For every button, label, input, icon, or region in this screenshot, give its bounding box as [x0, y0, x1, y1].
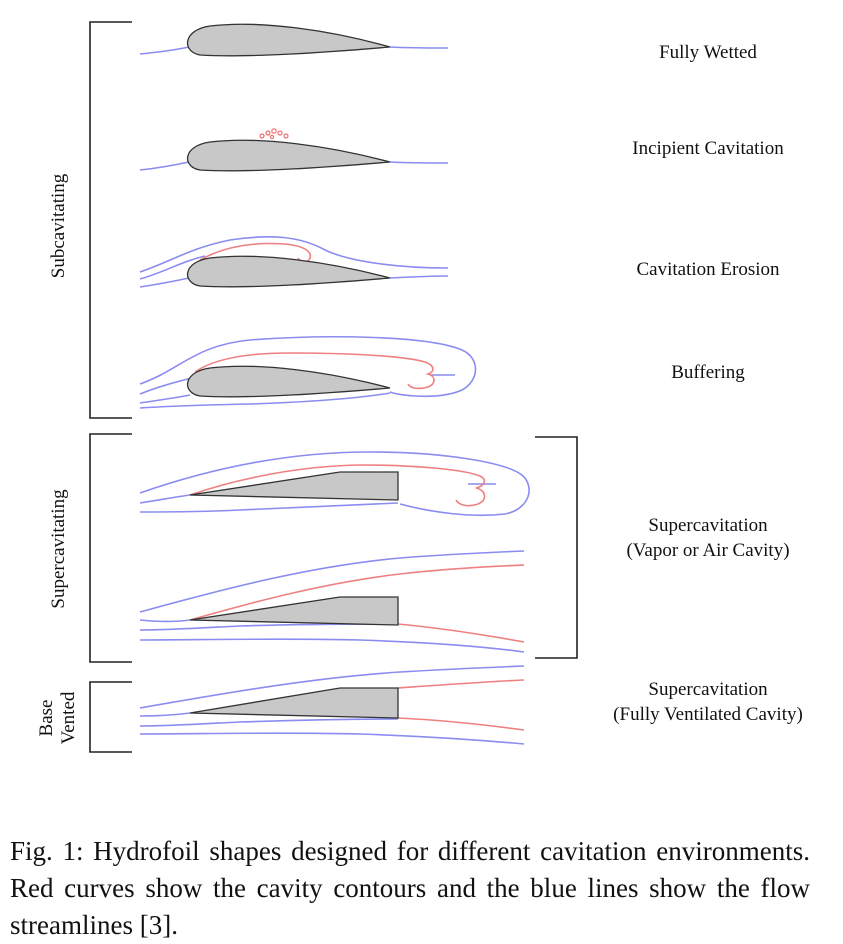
- streamline: [139, 161, 190, 171]
- wedge-hydrofoil: [189, 471, 399, 501]
- streamline: [139, 638, 525, 653]
- figure-caption: Fig. 1: Hydrofoil shapes designed for di…: [10, 836, 810, 940]
- streamline: [139, 236, 449, 273]
- wedge-hydrofoil: [189, 687, 399, 719]
- cavity-contour: [189, 464, 486, 507]
- streamline: [139, 451, 530, 517]
- streamline: [139, 550, 525, 613]
- streamline: [139, 718, 399, 727]
- base-vented-bracket: [89, 681, 132, 753]
- cavity-contour: [194, 352, 435, 390]
- hydrofoil: [186, 139, 391, 172]
- supercavitation-right-bracket: [535, 436, 578, 659]
- cavity-contour: [397, 623, 525, 643]
- buffering-diagram: [139, 336, 477, 409]
- label-incipient-cavitation: Incipient Cavitation: [632, 138, 784, 159]
- subcavitating-bracket: [89, 21, 132, 419]
- incipient-cavitation-diagram: [139, 128, 449, 172]
- base-vented-label-line2: Vented: [58, 691, 79, 744]
- label-cavitation-erosion: Cavitation Erosion: [636, 259, 780, 280]
- streamline: [139, 336, 477, 398]
- cavity-contour: [397, 717, 525, 731]
- label-supercavitation-vapor-1: Supercavitation: [648, 515, 768, 536]
- label-fully-wetted: Fully Wetted: [659, 42, 757, 63]
- streamline: [389, 161, 449, 164]
- base-vented-label-line1: Base: [36, 700, 57, 737]
- streamline: [139, 377, 193, 395]
- streamline: [139, 712, 191, 717]
- streamline: [139, 619, 191, 623]
- streamline: [139, 665, 525, 709]
- streamline: [139, 392, 391, 409]
- streamline: [139, 394, 191, 404]
- cavity-contour: [397, 679, 525, 689]
- supercavitation-ventilated-diagram: [139, 665, 525, 745]
- streamline: [139, 623, 399, 631]
- hydrofoil: [186, 365, 391, 398]
- hydrofoil-diagram: Subcavitating Supercavitating Base Vente…: [36, 21, 803, 753]
- label-supercavitation-vapor-2: (Vapor or Air Cavity): [626, 540, 789, 561]
- streamline: [139, 732, 525, 745]
- supercavitation-closed-diagram: [139, 451, 530, 517]
- streamline: [389, 46, 449, 49]
- label-supercavitation-vent-2: (Fully Ventilated Cavity): [613, 704, 803, 725]
- streamline: [139, 46, 190, 55]
- streamline: [139, 277, 190, 288]
- wedge-hydrofoil: [189, 596, 399, 626]
- hydrofoil: [186, 255, 391, 288]
- cavity-contour: [189, 564, 525, 621]
- supercavitating-label: Supercavitating: [48, 489, 69, 609]
- cavitation-erosion-diagram: [139, 236, 449, 288]
- streamline: [139, 494, 191, 504]
- cavitation-bubbles: [259, 128, 289, 140]
- label-buffering: Buffering: [671, 362, 745, 383]
- streamline: [389, 275, 449, 279]
- fully-wetted-diagram: [139, 23, 449, 57]
- streamline: [139, 255, 206, 280]
- supercavitation-open-diagram: [139, 550, 525, 653]
- streamline: [139, 502, 399, 513]
- hydrofoil: [186, 23, 391, 57]
- label-supercavitation-vent-1: Supercavitation: [648, 679, 768, 700]
- subcavitating-label: Subcavitating: [48, 173, 69, 278]
- supercavitating-bracket: [89, 433, 132, 663]
